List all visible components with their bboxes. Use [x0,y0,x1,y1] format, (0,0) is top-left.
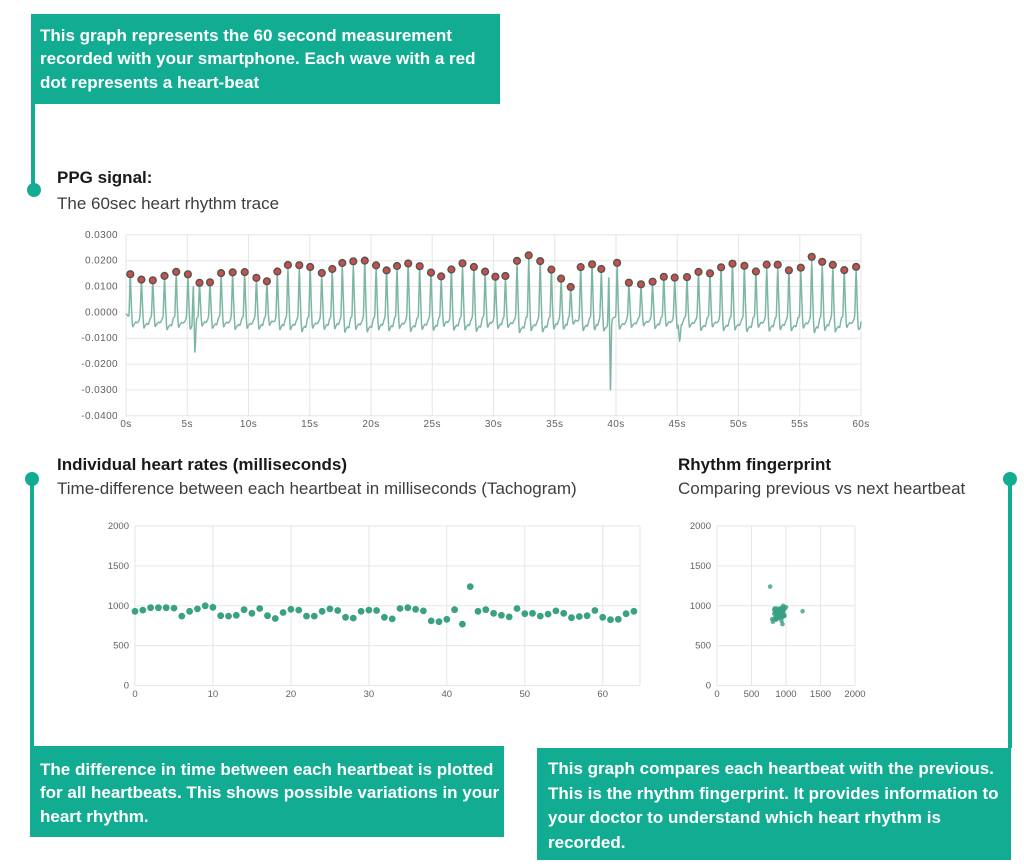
svg-text:2000: 2000 [844,689,865,700]
svg-text:0: 0 [706,681,711,692]
svg-text:20: 20 [286,689,297,700]
svg-text:20s: 20s [362,419,379,430]
svg-text:0.0200: 0.0200 [85,256,118,267]
svg-text:0.0300: 0.0300 [85,230,118,241]
svg-text:1500: 1500 [108,561,129,572]
svg-text:0.0100: 0.0100 [85,282,118,293]
svg-text:500: 500 [744,689,760,700]
svg-text:45s: 45s [669,419,686,430]
svg-text:30s: 30s [485,419,502,430]
svg-text:60s: 60s [852,419,869,430]
svg-text:2000: 2000 [108,521,129,532]
svg-text:500: 500 [695,641,711,652]
svg-text:35s: 35s [546,419,563,430]
svg-text:5s: 5s [182,419,193,430]
svg-text:0: 0 [714,689,719,700]
svg-text:1000: 1000 [775,689,796,700]
svg-text:-0.0200: -0.0200 [81,359,118,370]
svg-text:-0.0400: -0.0400 [81,411,118,422]
svg-text:10: 10 [208,689,219,700]
svg-text:55s: 55s [791,419,808,430]
svg-text:40s: 40s [607,419,624,430]
svg-text:25s: 25s [424,419,441,430]
svg-text:40: 40 [442,689,453,700]
svg-text:0s: 0s [120,419,131,430]
svg-text:500: 500 [113,641,129,652]
svg-text:15s: 15s [301,419,318,430]
svg-text:1000: 1000 [690,601,711,612]
svg-text:30: 30 [364,689,375,700]
svg-text:1000: 1000 [108,601,129,612]
svg-text:1500: 1500 [690,561,711,572]
svg-text:2000: 2000 [690,521,711,532]
svg-text:-0.0300: -0.0300 [81,385,118,396]
svg-text:0: 0 [124,681,129,692]
svg-text:0: 0 [132,689,137,700]
svg-text:50s: 50s [730,419,747,430]
svg-text:50: 50 [520,689,531,700]
svg-text:-0.0100: -0.0100 [81,333,118,344]
svg-text:1500: 1500 [810,689,831,700]
svg-text:0.0000: 0.0000 [85,307,118,318]
svg-text:10s: 10s [240,419,257,430]
svg-text:60: 60 [597,689,608,700]
